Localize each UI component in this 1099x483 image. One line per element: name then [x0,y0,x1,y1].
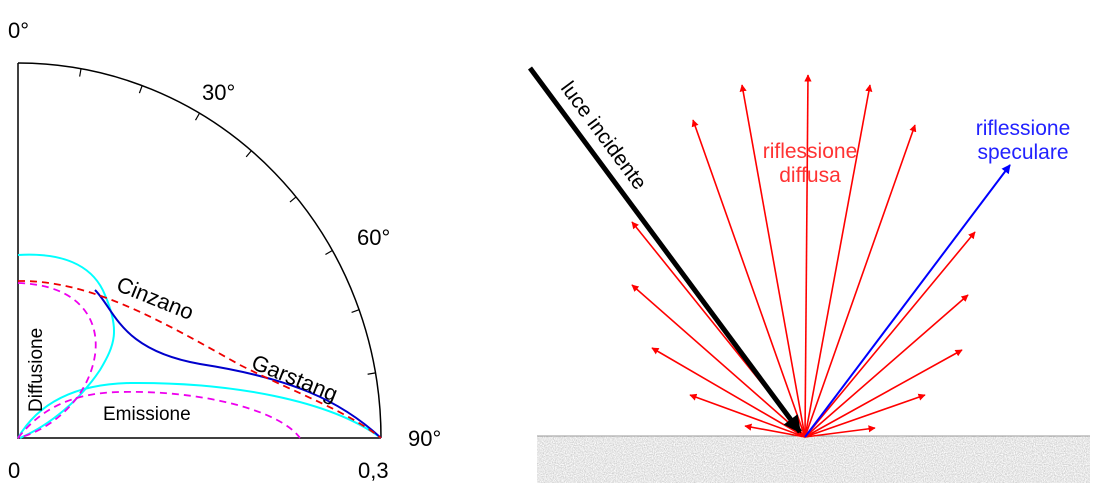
diffuse-ray [652,348,805,437]
diffuse-ray [632,285,805,437]
diffuse-ray [805,350,962,437]
angle-label: 60° [357,225,390,250]
curve-label: Garstang [248,349,341,406]
polar-diagram: 0° 30° 60° 90° 0 0,3 Cinzano Garstang Di… [8,18,441,483]
diffuse-ray [742,85,805,437]
tick [80,69,81,77]
specular-ray [805,165,1010,437]
radius-label: 0,3 [358,458,389,483]
diffuse-label: riflessione [763,140,858,163]
tick [290,197,296,202]
figure: 0° 30° 60° 90° 0 0,3 Cinzano Garstang Di… [0,0,1099,483]
tick [325,251,332,255]
specular-label: speculare [977,141,1068,164]
reflection-diagram: luce incidente riflessione diffusa rifle… [530,68,1090,483]
incident-label: luce incidente [556,77,651,194]
curve-label: Emissione [103,404,191,425]
angle-label: 30° [202,80,235,105]
curve-label: Diffusione [26,328,47,412]
ground-texture [537,436,1090,483]
radius-label: 0 [8,458,20,483]
incident-ray [530,68,800,432]
tick [139,86,142,94]
diffuse-label: diffusa [779,164,841,187]
tick [368,373,376,374]
tick [246,151,251,157]
specular-label: riflessione [976,117,1071,140]
tick [352,310,360,313]
garstang-curve [18,281,381,438]
diffuse-ray [805,85,870,437]
angle-label: 90° [408,426,441,451]
tick [196,113,200,120]
curve-label: Cinzano [113,271,197,324]
angle-label: 0° [8,18,29,43]
diffuse-ray [805,232,975,437]
diffuse-ray [805,75,808,437]
